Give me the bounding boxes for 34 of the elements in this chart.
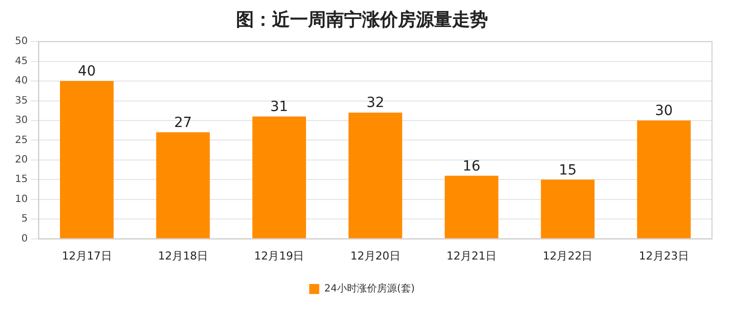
bar (444, 176, 498, 238)
y-tick-label: 0 (21, 233, 28, 244)
x-tick-label: 12月22日 (542, 249, 593, 262)
x-tick-label: 12月17日 (62, 249, 112, 262)
x-tick-label: 12月23日 (638, 249, 689, 262)
y-tick-label: 15 (14, 174, 28, 186)
x-tick-label: 12月18日 (158, 249, 208, 262)
x-tick-label: 12月21日 (446, 249, 497, 262)
chart-title: 图：近一周南宁涨价房源量走势 (236, 9, 488, 30)
y-tick-label: 50 (14, 36, 28, 48)
y-tick-label: 45 (14, 56, 28, 67)
data-label: 30 (654, 103, 673, 120)
y-tick-label: 10 (14, 194, 28, 205)
y-tick-label: 5 (21, 214, 28, 225)
y-tick-label: 20 (14, 154, 28, 166)
data-label: 27 (174, 114, 192, 131)
bar (348, 112, 402, 238)
bar (540, 180, 595, 238)
y-tick-label: 40 (14, 76, 28, 87)
bar (252, 116, 306, 238)
x-tick-label: 12月20日 (350, 249, 400, 262)
y-tick-label: 35 (14, 95, 28, 106)
x-tick-label: 12月19日 (254, 249, 304, 262)
legend-label: 24小时涨价房源(套) (324, 282, 415, 295)
data-label: 40 (78, 64, 96, 80)
bar (156, 132, 210, 238)
y-tick-label: 25 (14, 134, 28, 146)
y-tick-label: 30 (14, 115, 28, 126)
bar (637, 120, 691, 238)
data-label: 15 (558, 162, 577, 178)
data-label: 31 (270, 99, 288, 116)
bar (60, 81, 114, 238)
data-label: 32 (366, 95, 384, 112)
data-label: 16 (462, 158, 481, 174)
